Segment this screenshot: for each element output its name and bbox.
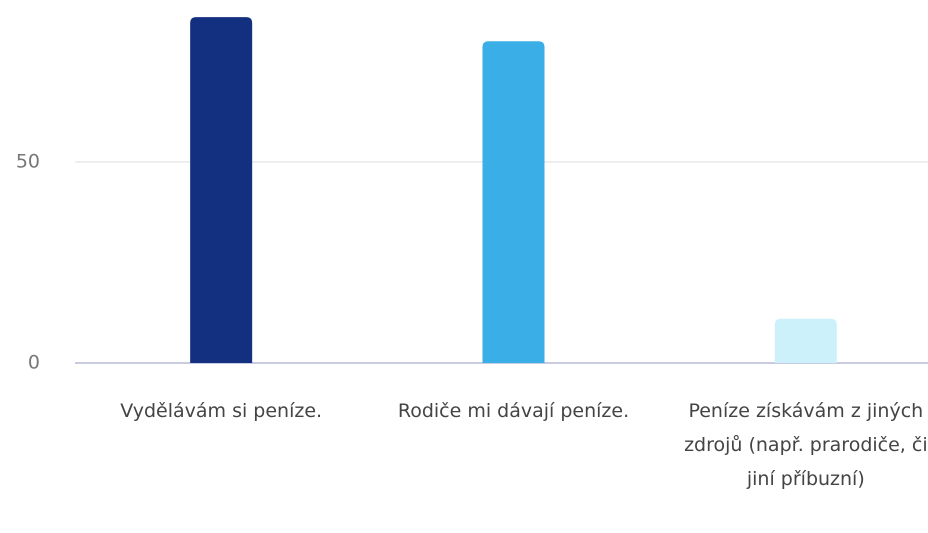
bar	[774, 318, 837, 363]
y-tick-label: 50	[16, 150, 40, 172]
x-tick-label: Vydělávám si peníze.	[120, 400, 323, 422]
x-tick-label: Rodiče mi dávají peníze.	[397, 400, 630, 422]
y-tick-label: 0	[28, 352, 40, 374]
bar	[190, 17, 253, 363]
bar	[482, 41, 545, 363]
x-tick-label: Peníze získávám z jiných zdrojů (např. p…	[684, 400, 928, 490]
